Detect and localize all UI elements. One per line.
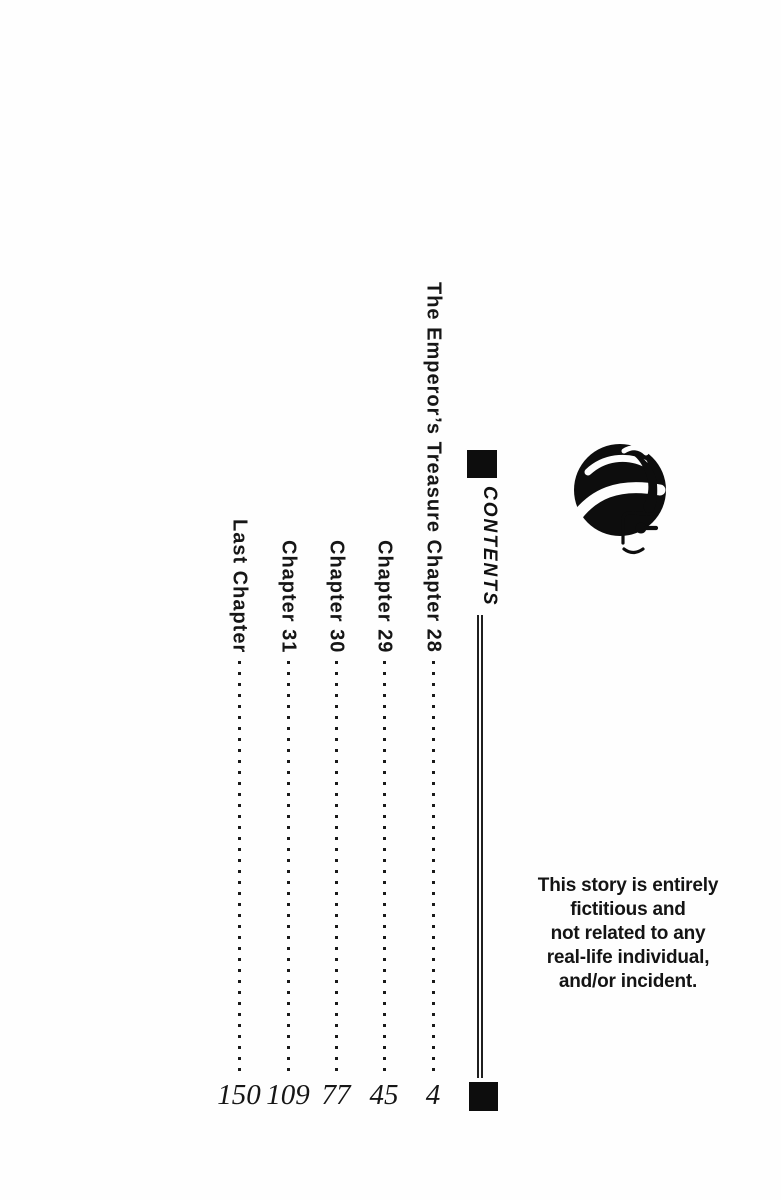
black-square-ornament-bottom (469, 1082, 498, 1111)
toc-entry-label: Chapter 31 (277, 539, 300, 653)
disclaimer-text: This story is entirely fictitious and no… (518, 874, 738, 994)
toc-entry-label: Chapter 30 (325, 539, 348, 653)
toc-entry-chapter-29: Chapter 29 45 (364, 280, 404, 1115)
disclaimer-line: real-life individual, (546, 947, 710, 968)
toc-page-number: 4 (425, 1078, 441, 1111)
toc-entry-chapter-30: Chapter 30 77 (316, 280, 356, 1115)
woman-face-logo (570, 444, 670, 555)
toc-entry-label: The Emperor’s Treasure Chapter 28 (422, 282, 445, 653)
dotted-leader (334, 661, 338, 1075)
contents-title: CONTENTS (479, 486, 500, 607)
double-rule-divider (477, 615, 483, 1078)
toc-page-number: 45 (369, 1078, 399, 1111)
toc-entry-chapter-31: Chapter 31 109 (266, 280, 310, 1115)
dotted-leader (237, 661, 241, 1075)
disclaimer-line: This story is entirely (537, 875, 719, 896)
toc-page-number: 150 (217, 1078, 261, 1111)
disclaimer-line: and/or incident. (558, 971, 698, 992)
dotted-leader (286, 661, 290, 1075)
toc-entry-last-chapter: Last Chapter 150 (217, 280, 261, 1115)
toc-entry-chapter-28: The Emperor’s Treasure Chapter 28 4 (413, 280, 453, 1115)
disclaimer-line: not related to any (550, 923, 706, 944)
toc-entry-label: Last Chapter (228, 518, 251, 653)
disclaimer-line: fictitious and (570, 899, 686, 920)
toc-page-number: 109 (266, 1078, 310, 1111)
dotted-leader (382, 661, 386, 1075)
dotted-leader (431, 661, 435, 1075)
toc-page-number: 77 (321, 1078, 351, 1111)
toc-entry-label: Chapter 29 (373, 539, 396, 653)
black-square-ornament-top (467, 450, 497, 478)
